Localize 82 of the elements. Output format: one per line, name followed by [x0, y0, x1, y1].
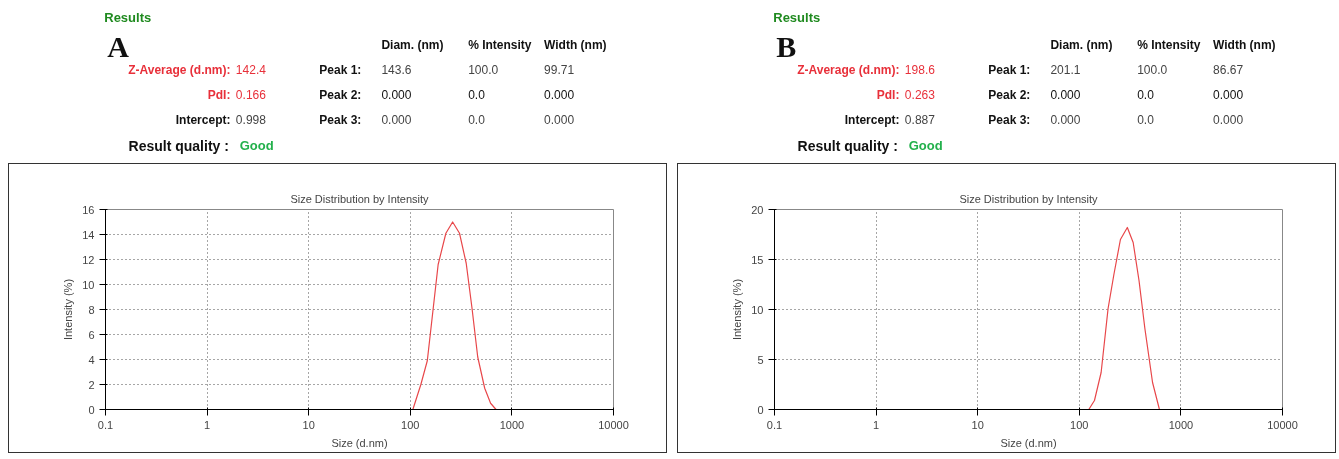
- text: Width (nm): [1213, 37, 1276, 52]
- x-tick-label: 100: [1070, 418, 1089, 431]
- text: 201.1: [1050, 63, 1081, 77]
- text: 0.000: [1050, 88, 1081, 102]
- text: 0.000: [1213, 88, 1244, 102]
- text: A: [107, 30, 130, 63]
- y-tick-label: 8: [88, 303, 95, 316]
- text: Peak 2:: [319, 87, 362, 102]
- text: 0.263: [904, 88, 936, 102]
- text: 0.166: [235, 88, 267, 102]
- y-tick-label: 10: [751, 303, 764, 316]
- x-axis-title: Size (d.nm): [1000, 436, 1057, 449]
- text: Peak 3:: [988, 112, 1031, 127]
- x-tick-label: 10000: [1267, 418, 1298, 431]
- x-tick-label: 1: [873, 418, 880, 431]
- text: PdI:: [876, 87, 900, 102]
- text: Peak 2:: [988, 87, 1031, 102]
- text: B: [776, 30, 797, 63]
- y-axis-title: Intensity (%): [731, 278, 744, 341]
- text: Good: [908, 138, 943, 153]
- text: 143.6: [381, 63, 412, 77]
- text: 0.000: [544, 88, 575, 102]
- text: 0.0: [468, 113, 486, 127]
- y-tick-label: 20: [751, 203, 764, 216]
- text: 0.000: [381, 88, 412, 102]
- x-tick-label: 1000: [1168, 418, 1194, 431]
- text: % Intensity: [1137, 37, 1201, 52]
- y-tick-label: 15: [751, 253, 764, 266]
- y-tick-label: 2: [88, 378, 95, 391]
- text: Intercept:: [844, 112, 900, 127]
- text: Peak 3:: [319, 112, 362, 127]
- y-tick-label: 0: [88, 403, 95, 416]
- text: Peak 1:: [988, 62, 1031, 77]
- text: Z-Average (d.nm):: [128, 62, 231, 77]
- text: % Intensity: [468, 37, 532, 52]
- text: PdI:: [207, 87, 231, 102]
- text: 0.000: [544, 113, 575, 127]
- text: Results: [104, 10, 152, 25]
- y-tick-label: 12: [82, 253, 95, 266]
- text: 0.000: [1050, 113, 1081, 127]
- text: Peak 1:: [319, 62, 362, 77]
- x-tick-label: 10: [971, 418, 984, 431]
- y-tick-label: 16: [82, 203, 95, 216]
- text: 0.0: [1137, 88, 1155, 102]
- y-tick-label: 10: [82, 278, 95, 291]
- x-tick-label: 0.1: [97, 418, 114, 431]
- y-tick-label: 5: [757, 353, 764, 366]
- text: 0.0: [468, 88, 486, 102]
- x-tick-label: 1000: [499, 418, 525, 431]
- text: Z-Average (d.nm):: [797, 62, 900, 77]
- text: 0.0: [1137, 113, 1155, 127]
- y-tick-label: 0: [757, 403, 764, 416]
- y-tick-label: 14: [82, 228, 95, 241]
- x-tick-label: 100: [401, 418, 420, 431]
- text: 142.4: [235, 63, 267, 77]
- y-tick-label: 4: [88, 353, 95, 366]
- x-tick-label: 1: [204, 418, 211, 431]
- text: 0.887: [904, 113, 936, 127]
- y-axis-title: Intensity (%): [62, 278, 75, 341]
- text: 99.71: [544, 63, 575, 77]
- text: 0.998: [235, 113, 267, 127]
- text: Results: [773, 10, 821, 25]
- chart-title: Size Distribution by Intensity: [290, 192, 430, 205]
- x-tick-label: 0.1: [766, 418, 783, 431]
- text: 100.0: [1137, 63, 1168, 77]
- text: Good: [239, 138, 274, 153]
- x-axis-title: Size (d.nm): [331, 436, 388, 449]
- text: Result quality :: [128, 137, 229, 154]
- x-tick-label: 10: [302, 418, 315, 431]
- x-tick-label: 10000: [598, 418, 629, 431]
- text: 86.67: [1213, 63, 1244, 77]
- chart-title: Size Distribution by Intensity: [959, 192, 1099, 205]
- text: 100.0: [468, 63, 499, 77]
- y-tick-label: 6: [88, 328, 95, 341]
- text: 0.000: [1213, 113, 1244, 127]
- text: Diam. (nm): [381, 37, 444, 52]
- text: 0.000: [381, 113, 412, 127]
- text: Result quality :: [797, 137, 898, 154]
- text: Intercept:: [175, 112, 231, 127]
- text: Diam. (nm): [1050, 37, 1113, 52]
- text: Width (nm): [544, 37, 607, 52]
- text: 198.6: [904, 63, 936, 77]
